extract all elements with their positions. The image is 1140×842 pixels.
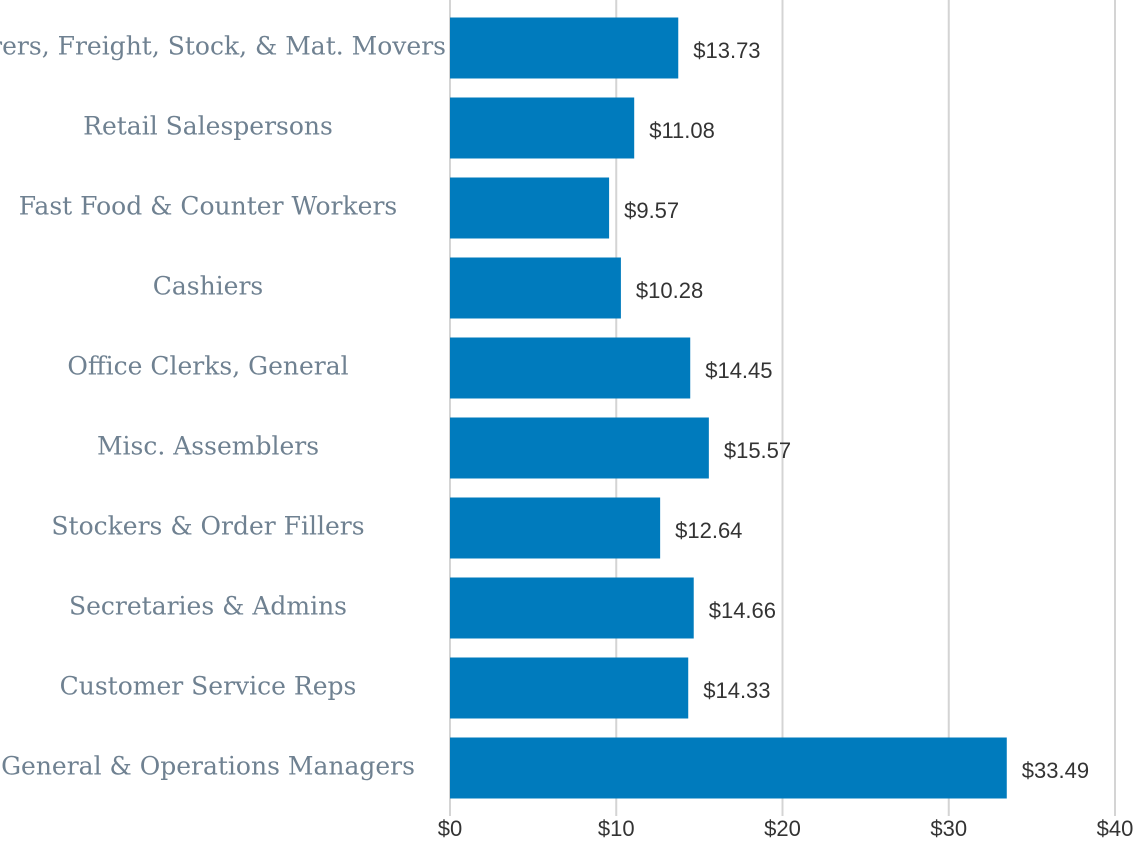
x-tick-label: $30 (930, 816, 967, 841)
value-label: $14.45 (705, 358, 772, 383)
category-label: Office Clerks, General (67, 352, 348, 381)
value-label: $11.08 (649, 118, 715, 143)
category-label: Fast Food & Counter Workers (19, 192, 397, 221)
bar (450, 737, 1007, 799)
category-label: Retail Salespersons (83, 112, 333, 141)
x-tick-label: $0 (438, 816, 462, 841)
category-label: Customer Service Reps (60, 672, 357, 701)
value-label: $14.66 (709, 598, 776, 623)
bar (450, 657, 689, 719)
bar (450, 17, 679, 79)
value-label: $12.64 (675, 518, 742, 543)
value-label: $14.33 (703, 678, 770, 703)
value-label: $15.57 (724, 438, 791, 463)
value-label: $9.57 (624, 198, 679, 223)
value-label: $13.73 (693, 38, 760, 63)
bar (450, 257, 621, 319)
category-label: Cashiers (153, 272, 264, 301)
value-label: $10.28 (636, 278, 703, 303)
bar (450, 337, 691, 399)
bar (450, 497, 661, 559)
bar (450, 177, 610, 239)
category-label: General & Operations Managers (1, 752, 415, 781)
x-tick-label: $20 (764, 816, 801, 841)
bar (450, 97, 635, 159)
x-tick-label: $10 (598, 816, 635, 841)
category-label: Stockers & Order Fillers (51, 512, 364, 541)
x-tick-label: $40 (1097, 816, 1134, 841)
category-label: borers, Freight, Stock, & Mat. Movers (0, 32, 446, 61)
value-label: $33.49 (1022, 758, 1089, 783)
category-label: Secretaries & Admins (69, 592, 347, 621)
bar (450, 577, 694, 639)
bar (450, 417, 709, 479)
category-label: Misc. Assemblers (97, 432, 319, 461)
